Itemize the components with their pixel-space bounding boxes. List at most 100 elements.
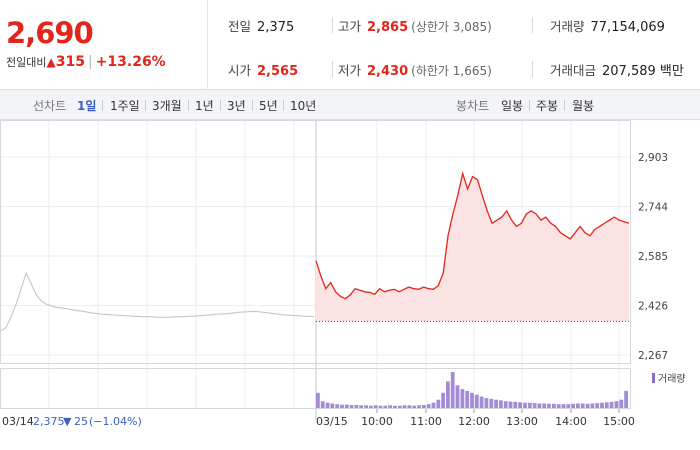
volume-bar: [566, 404, 571, 408]
volume-bar: [532, 403, 537, 408]
volume-bar: [426, 404, 431, 408]
volume-bar: [518, 402, 522, 408]
volume-bar: [460, 389, 465, 408]
volume-bar: [624, 390, 628, 408]
tab-separator: [283, 100, 284, 111]
tab-3years[interactable]: 3년: [227, 99, 246, 113]
stat-divider: [332, 17, 333, 33]
tab-monthly-candle[interactable]: 월봉: [572, 99, 595, 113]
candle-chart-label: 봉차트: [456, 99, 490, 113]
lower-limit: (하한가 1,665): [411, 64, 492, 78]
x-tick-label: 15:00: [603, 415, 635, 428]
volume-bar: [619, 399, 624, 408]
x-tick-label: 14:00: [555, 415, 587, 428]
volume-bar: [571, 403, 575, 408]
upper-limit: (상한가 3,085): [411, 20, 492, 34]
line-chart-label: 선차트: [33, 99, 67, 113]
volume-bar: [595, 403, 600, 408]
volume-bar: [508, 401, 513, 408]
volume-legend: 거래량: [652, 373, 686, 385]
volume-legend-label: 거래량: [658, 373, 686, 385]
tab-1day[interactable]: 1일: [77, 99, 97, 113]
volume-bar: [450, 372, 455, 408]
volume-bar: [344, 404, 349, 408]
y-tick-label: 2,744: [638, 202, 668, 214]
volume-bar: [604, 402, 609, 408]
volume-bar: [378, 405, 383, 408]
volume-bar: [499, 400, 503, 408]
volume-bar: [436, 399, 441, 408]
price-chart[interactable]: 2,903 2,744 2,585 2,426 2,267 거래량 10:00 11:00…: [0, 120, 700, 450]
volume-label: 거래량: [550, 19, 585, 34]
volume-bar: [320, 401, 325, 408]
today-date: 03/15: [316, 415, 348, 428]
volume-bar: [580, 403, 585, 408]
volume-legend-swatch: [652, 373, 655, 383]
volume-bar: [552, 403, 556, 408]
tab-separator: [529, 100, 530, 111]
y-tick-label: 2,903: [638, 152, 668, 164]
change-separator: |: [87, 54, 93, 70]
volume-bar: [441, 392, 445, 408]
tab-weekly-candle[interactable]: 주봉: [536, 99, 559, 113]
tab-5years[interactable]: 5년: [259, 99, 278, 113]
price-box: 2,690 전일대비▲315 | +13.26%: [0, 0, 208, 90]
volume-bar: [547, 403, 551, 408]
quote-panel: 2,690 전일대비▲315 | +13.26% 전일 2,375 고가 2,865 (상…: [0, 0, 700, 90]
amount-stat: 거래대금 207,589 백만: [550, 60, 684, 79]
x-tick-label: 11:00: [410, 415, 442, 428]
volume-bar: [397, 405, 402, 408]
volume-stat: 거래량 77,154,069: [550, 16, 665, 35]
prev-close-stat: 전일 2,375: [228, 16, 294, 35]
today-price-line: [315, 170, 630, 300]
volume-bar: [431, 402, 436, 408]
tab-10years[interactable]: 10년: [290, 99, 317, 113]
stat-divider: [332, 61, 333, 77]
low-stat: 저가 2,430 (하한가 1,665): [338, 60, 492, 79]
volume-bar: [335, 404, 340, 408]
open-value: 2,565: [257, 64, 299, 79]
volume-bar: [590, 403, 595, 408]
current-price: 2,690: [6, 16, 94, 50]
high-stat: 고가 2,865 (상한가 3,085): [338, 16, 492, 35]
volume-bar: [614, 401, 619, 408]
x-tick-label: 12:00: [458, 415, 490, 428]
tab-1year[interactable]: 1년: [195, 99, 214, 113]
today-series: [315, 170, 630, 322]
prev-close-label: 전일: [228, 19, 252, 34]
change-label: 전일대비: [6, 56, 47, 69]
volume-bar: [503, 401, 508, 408]
volume-bar: [479, 396, 484, 408]
volume-bar: [470, 392, 474, 408]
volume-bar: [527, 402, 532, 408]
volume-bar: [513, 401, 518, 408]
prev-day-change: 25: [74, 415, 88, 428]
prev-day-close: 2,375: [33, 415, 65, 428]
low-value: 2,430: [367, 64, 409, 79]
tab-daily-candle[interactable]: 일봉: [501, 99, 524, 113]
volume-bar: [576, 403, 580, 408]
volume-bar: [542, 403, 547, 408]
tab-1week[interactable]: 1주일: [110, 99, 140, 113]
volume-bar: [561, 404, 566, 408]
change-row: 전일대비▲315 | +13.26%: [6, 54, 166, 70]
volume-bar: [330, 403, 335, 408]
x-axis: 10:00 11:00 12:00 13:00 14:00 15:00: [361, 409, 635, 428]
volume-bars: [316, 372, 628, 408]
change-rate: +13.26%: [95, 54, 166, 70]
y-axis: 2,903 2,744 2,585 2,426 2,267: [638, 152, 668, 362]
prev-day-series: [0, 271, 315, 332]
high-label: 고가: [338, 19, 362, 34]
volume-bar: [600, 402, 604, 408]
volume-bar: [359, 405, 364, 408]
tab-3months[interactable]: 3개월: [152, 99, 182, 113]
stat-divider: [532, 17, 533, 33]
tab-separator: [145, 100, 146, 111]
volume-bar: [537, 403, 542, 408]
volume-bar: [494, 399, 498, 408]
down-arrow-icon: ▼: [63, 415, 72, 428]
volume-bar: [446, 381, 450, 408]
prev-day-rate: (−1.04%): [89, 415, 142, 428]
volume-bar: [340, 404, 344, 408]
x-tick-label: 10:00: [361, 415, 393, 428]
